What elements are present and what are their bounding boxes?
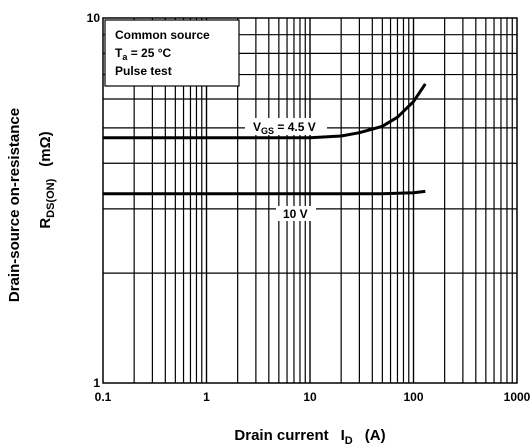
x-tick-label: 100 — [403, 390, 423, 404]
condition-pulse-test: Pulse test — [115, 64, 172, 78]
series-label-background-10v — [276, 206, 316, 221]
y-tick-label: 1 — [93, 376, 100, 390]
y-tick-label: 10 — [87, 11, 101, 25]
series-line-1 — [103, 189, 426, 196]
conditions-box — [104, 19, 240, 87]
y-axis-symbol: RDS(ON)(mΩ) — [37, 131, 57, 228]
series-label-vgs-4-5: VGS = 4.5 V — [253, 120, 316, 136]
x-tick-label: 10 — [303, 390, 317, 404]
condition-common-source: Common source — [115, 28, 210, 42]
conditions-box-background — [105, 20, 239, 86]
series-line-0 — [103, 83, 427, 140]
x-axis-title: Drain current ID (A) — [234, 427, 385, 447]
series-layer — [103, 83, 427, 196]
condition-ambient-temperature: Ta = 25 °C — [115, 46, 172, 62]
x-tick-label: 1000 — [504, 390, 531, 404]
x-tick-label: 0.1 — [95, 390, 112, 404]
y-axis-title: Drain-source on-resistance — [6, 108, 23, 302]
plot-area-frame — [102, 17, 518, 384]
series-label-10v: 10 V — [283, 207, 308, 221]
series-label-background-vgs-4-5 — [245, 118, 327, 135]
x-tick-label: 1 — [203, 390, 210, 404]
